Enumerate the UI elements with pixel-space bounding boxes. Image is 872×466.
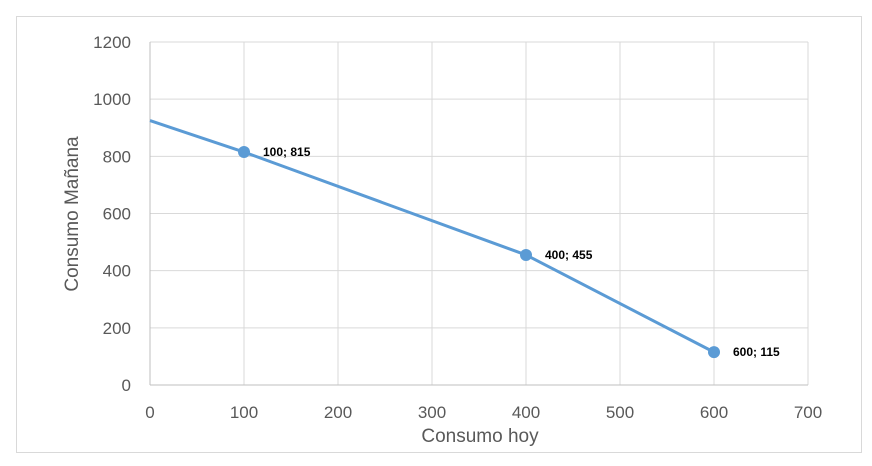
gridlines [150, 41, 809, 385]
x-tick-label: 200 [324, 403, 352, 422]
x-tick-label: 500 [606, 403, 634, 422]
y-axis-title: Consumo Mañana [62, 136, 83, 292]
x-tick-label: 600 [700, 403, 728, 422]
x-tick-label: 400 [512, 403, 540, 422]
data-point [520, 248, 532, 261]
x-tick-label: 100 [230, 403, 258, 422]
series: 100; 815 400; 455 600; 115 [149, 119, 780, 359]
y-tick-label: 200 [103, 319, 131, 338]
y-tick-label: 1000 [93, 90, 131, 109]
x-tick-label: 700 [794, 403, 822, 422]
x-tick-label: 300 [418, 403, 446, 422]
x-tick-label: 0 [145, 403, 154, 422]
axes [149, 42, 808, 386]
x-axis-title: Consumo hoy [421, 426, 539, 447]
series-line [149, 119, 715, 354]
y-tick-label: 1200 [93, 33, 131, 52]
data-point [238, 146, 250, 159]
y-tick-label: 0 [122, 376, 131, 395]
data-label: 400; 455 [545, 248, 593, 262]
data-label: 600; 115 [733, 345, 780, 359]
tick-labels: 0 100 200 300 400 500 600 700 0 200 400 600 800 1000 1… [93, 33, 822, 422]
y-tick-label: 600 [103, 205, 131, 224]
y-tick-label: 400 [103, 262, 131, 281]
y-tick-label: 800 [103, 147, 131, 166]
data-label: 100; 815 [263, 145, 311, 159]
data-point [708, 346, 720, 359]
chart-frame [16, 16, 862, 453]
